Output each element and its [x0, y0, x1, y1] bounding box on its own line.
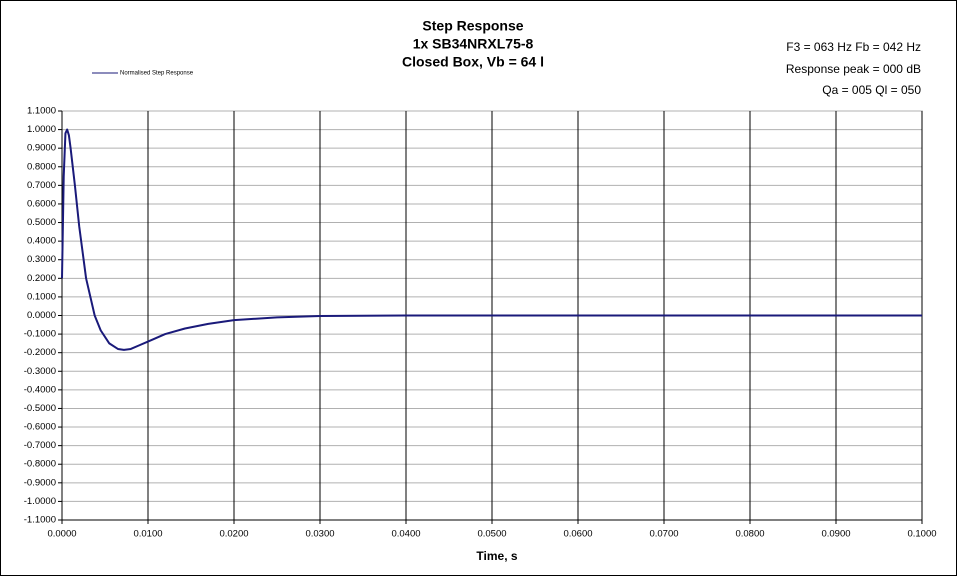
- annotation: Response peak = 000 dB: [786, 62, 921, 76]
- x-tick-label: 0.0000: [47, 529, 76, 540]
- y-tick-label: 0.2000: [27, 273, 56, 284]
- x-axis-title: Time, s: [476, 549, 517, 563]
- legend-label: Normalised Step Response: [120, 71, 194, 77]
- x-tick-label: 0.0300: [305, 529, 334, 540]
- x-tick-label: 0.0200: [219, 529, 248, 540]
- y-tick-label: 0.3000: [27, 254, 56, 265]
- x-tick-label: 0.0800: [735, 529, 764, 540]
- y-tick-label: 0.0000: [27, 310, 56, 321]
- chart-title: Closed Box, Vb = 64 l: [402, 54, 544, 70]
- annotation: Qa = 005 Ql = 050: [822, 83, 921, 97]
- line-series: [61, 128, 922, 351]
- x-tick-label: 0.0600: [563, 529, 592, 540]
- y-tick-label: 0.6000: [27, 198, 56, 209]
- y-tick-label: -0.2000: [24, 347, 56, 358]
- y-tick-label: 0.9000: [27, 143, 56, 154]
- y-tick-label: 1.1000: [27, 106, 56, 117]
- y-tick-label: 0.4000: [27, 236, 56, 247]
- y-tick-label: -0.1000: [24, 329, 56, 340]
- x-tick-label: 0.1000: [907, 529, 936, 540]
- x-tick-label: 0.0400: [391, 529, 420, 540]
- y-tick-label: -0.6000: [24, 422, 56, 433]
- x-tick-label: 0.0900: [821, 529, 850, 540]
- y-tick-label: -0.7000: [24, 440, 56, 451]
- chart-title: 1x SB34NRXL75-8: [413, 36, 534, 52]
- y-tick-label: -1.0000: [24, 496, 56, 507]
- y-tick-label: 0.5000: [27, 217, 56, 228]
- y-tick-label: 0.1000: [27, 291, 56, 302]
- y-tick-label: -1.1000: [24, 515, 56, 526]
- chart-title: Step Response: [422, 18, 523, 34]
- y-tick-label: -0.8000: [24, 459, 56, 470]
- y-tick-label: -0.9000: [24, 477, 56, 488]
- y-tick-label: -0.5000: [24, 403, 56, 414]
- y-tick-label: 0.8000: [27, 161, 56, 172]
- y-tick-label: -0.3000: [24, 366, 56, 377]
- x-tick-label: 0.0500: [477, 529, 506, 540]
- y-tick-label: 1.0000: [27, 124, 56, 135]
- y-tick-label: -0.4000: [24, 384, 56, 395]
- x-tick-label: 0.0700: [649, 529, 678, 540]
- y-tick-label: 0.7000: [27, 180, 56, 191]
- annotation: F3 = 063 Hz Fb = 042 Hz: [786, 40, 921, 54]
- x-tick-label: 0.0100: [133, 529, 162, 540]
